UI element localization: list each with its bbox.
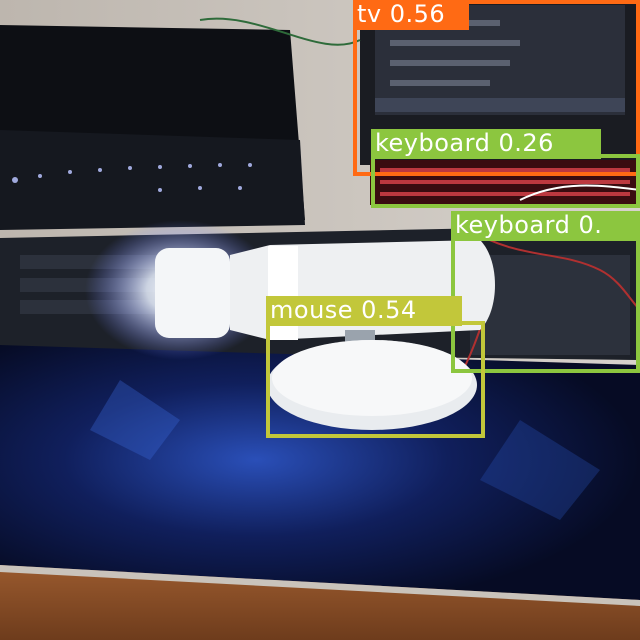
mouse-detection-box	[266, 321, 485, 438]
mouse-detection-label: mouse 0.54	[266, 296, 462, 326]
keyboard-detection-box	[371, 154, 640, 208]
keyboard-detection-label: keyboard 0.26	[371, 129, 601, 159]
tv-detection-box	[353, 0, 640, 176]
keyboard-detection-label-2: keyboard 0.	[451, 211, 640, 241]
tv-detection-label: tv 0.56	[353, 0, 469, 30]
